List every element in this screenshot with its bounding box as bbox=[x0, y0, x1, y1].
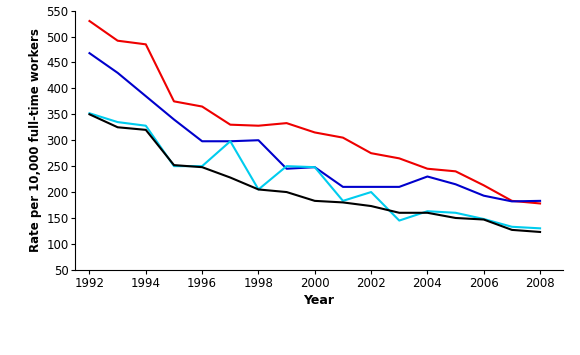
Mining bbox=[424, 209, 431, 213]
Mining bbox=[536, 226, 543, 230]
Manufacturing bbox=[198, 165, 205, 169]
Manufacturing bbox=[142, 128, 149, 132]
Agriculture bbox=[114, 71, 121, 75]
Y-axis label: Rate per 10,000 full-time workers: Rate per 10,000 full-time workers bbox=[29, 28, 42, 252]
Construction bbox=[339, 136, 346, 140]
Agriculture bbox=[339, 185, 346, 189]
Construction bbox=[536, 201, 543, 206]
Manufacturing bbox=[452, 216, 459, 220]
Manufacturing bbox=[86, 112, 93, 116]
Mining bbox=[114, 120, 121, 124]
Mining bbox=[311, 165, 318, 169]
Line: Mining: Mining bbox=[89, 113, 540, 228]
Construction bbox=[311, 130, 318, 135]
Mining bbox=[396, 218, 403, 223]
Manufacturing bbox=[396, 211, 403, 215]
Agriculture bbox=[283, 166, 290, 171]
Agriculture bbox=[480, 193, 487, 198]
Manufacturing bbox=[227, 175, 234, 180]
Construction bbox=[509, 199, 516, 203]
Construction bbox=[171, 99, 177, 104]
Agriculture bbox=[86, 51, 93, 55]
Mining bbox=[283, 164, 290, 168]
Mining bbox=[142, 124, 149, 128]
Mining bbox=[86, 111, 93, 115]
Manufacturing bbox=[311, 199, 318, 203]
Mining bbox=[339, 199, 346, 203]
Agriculture bbox=[536, 199, 543, 203]
Manufacturing bbox=[255, 187, 262, 192]
Agriculture bbox=[424, 174, 431, 179]
Mining bbox=[368, 190, 375, 194]
Agriculture bbox=[227, 139, 234, 143]
Agriculture bbox=[255, 138, 262, 142]
Construction bbox=[452, 169, 459, 174]
Construction bbox=[368, 151, 375, 155]
Construction bbox=[227, 122, 234, 127]
Mining bbox=[198, 164, 205, 168]
Construction bbox=[198, 104, 205, 109]
Agriculture bbox=[452, 182, 459, 186]
Construction bbox=[424, 166, 431, 171]
Mining bbox=[452, 211, 459, 215]
Construction bbox=[480, 183, 487, 187]
Manufacturing bbox=[536, 230, 543, 234]
Manufacturing bbox=[480, 217, 487, 222]
Agriculture bbox=[368, 185, 375, 189]
Manufacturing bbox=[114, 125, 121, 130]
Mining bbox=[255, 187, 262, 192]
Agriculture bbox=[509, 199, 516, 203]
Manufacturing bbox=[368, 204, 375, 208]
Line: Agriculture: Agriculture bbox=[89, 53, 540, 201]
Mining bbox=[480, 217, 487, 221]
Manufacturing bbox=[424, 211, 431, 215]
Agriculture bbox=[142, 94, 149, 98]
Agriculture bbox=[198, 139, 205, 143]
Line: Manufacturing: Manufacturing bbox=[89, 114, 540, 232]
Manufacturing bbox=[339, 200, 346, 204]
Line: Construction: Construction bbox=[89, 21, 540, 203]
Construction bbox=[396, 156, 403, 160]
Construction bbox=[283, 121, 290, 125]
Construction bbox=[142, 42, 149, 47]
Mining bbox=[227, 139, 234, 143]
Construction bbox=[255, 124, 262, 128]
Manufacturing bbox=[509, 228, 516, 232]
Mining bbox=[171, 164, 177, 168]
Legend: Construction, Agriculture, Mining, Manufacturing: Construction, Agriculture, Mining, Manuf… bbox=[125, 354, 513, 355]
Agriculture bbox=[311, 165, 318, 169]
Agriculture bbox=[396, 185, 403, 189]
Mining bbox=[509, 225, 516, 229]
Agriculture bbox=[171, 118, 177, 122]
Construction bbox=[114, 39, 121, 43]
Manufacturing bbox=[283, 190, 290, 194]
Construction bbox=[86, 19, 93, 23]
Manufacturing bbox=[171, 163, 177, 167]
X-axis label: Year: Year bbox=[303, 294, 335, 307]
